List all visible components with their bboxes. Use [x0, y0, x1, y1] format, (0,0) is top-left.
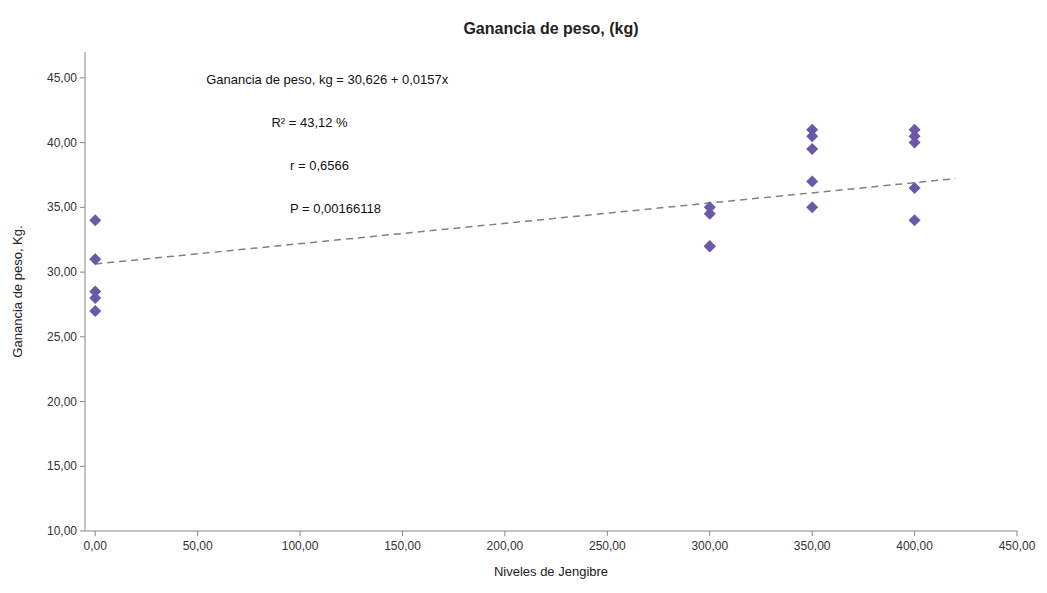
x-tick-label: 50,00: [183, 539, 213, 553]
chart: Ganancia de peso, (kg) 0,00 50,00 100,00 150…: [0, 0, 1047, 593]
x-axis-label: Niveles de Jengibre: [494, 564, 608, 579]
x-tick: [300, 531, 301, 536]
annotation: r = 0,6566: [290, 158, 349, 173]
x-tick: [504, 531, 505, 536]
y-tick: [80, 531, 85, 532]
y-axis-label: Ganancia de peso, Kg.: [10, 225, 25, 357]
x-tick-label: 200,00: [487, 539, 524, 553]
y-tick-label: 35,00: [47, 200, 77, 214]
point: [89, 214, 101, 226]
x-tick: [95, 531, 96, 536]
x-tick: [914, 531, 915, 536]
x-axis-line: [85, 531, 1017, 532]
regression-line: [95, 179, 955, 264]
x-tick-label: 100,00: [282, 539, 319, 553]
y-tick-label: 10,00: [47, 524, 77, 538]
annotation: R² = 43,12 %: [271, 115, 348, 130]
y-tick: [80, 336, 85, 337]
x-tick-label: 300,00: [691, 539, 728, 553]
y-tick: [80, 272, 85, 273]
x-tick: [197, 531, 198, 536]
point: [89, 292, 101, 304]
point: [909, 182, 921, 194]
y-tick: [80, 207, 85, 208]
annotation: Ganancia de peso, kg = 30,626 + 0,0157x: [206, 72, 449, 87]
y-tick-label: 25,00: [47, 330, 77, 344]
point: [704, 208, 716, 220]
background: [0, 0, 1047, 593]
x-tick: [709, 531, 710, 536]
point: [89, 305, 101, 317]
y-tick-label: 20,00: [47, 395, 77, 409]
y-tick: [80, 466, 85, 467]
title: Ganancia de peso, (kg): [463, 20, 638, 37]
point: [806, 201, 818, 213]
x-tick: [402, 531, 403, 536]
y-tick-label: 40,00: [47, 136, 77, 150]
y-tick: [80, 401, 85, 402]
x-tick-label: 350,00: [794, 539, 831, 553]
point: [806, 130, 818, 142]
y-tick-label: 15,00: [47, 459, 77, 473]
x-tick-label: 450,00: [999, 539, 1036, 553]
x-tick-label: 250,00: [589, 539, 626, 553]
y-tick: [80, 77, 85, 78]
point: [909, 214, 921, 226]
axes: 0,00 50,00 100,00 150,00 200,00 250,00 300,00 3…: [47, 52, 1036, 553]
y-tick-label: 30,00: [47, 265, 77, 279]
point: [806, 143, 818, 155]
annotations: Ganancia de peso, kg = 30,626 + 0,0157x R…: [206, 72, 449, 216]
x-tick-label: 400,00: [896, 539, 933, 553]
x-tick: [1017, 531, 1018, 536]
y-axis-line: [85, 52, 86, 531]
y-tick-label: 45,00: [47, 71, 77, 85]
point: [89, 253, 101, 265]
point: [704, 240, 716, 252]
x-tick-label: 150,00: [384, 539, 421, 553]
point: [704, 240, 716, 252]
x-tick-label: 0,00: [84, 539, 108, 553]
x-tick: [607, 531, 608, 536]
point: [806, 175, 818, 187]
x-tick: [812, 531, 813, 536]
points: [89, 124, 920, 317]
point: [909, 137, 921, 149]
y-tick: [80, 142, 85, 143]
annotation: P = 0,00166118: [290, 201, 381, 216]
data: [89, 124, 955, 317]
